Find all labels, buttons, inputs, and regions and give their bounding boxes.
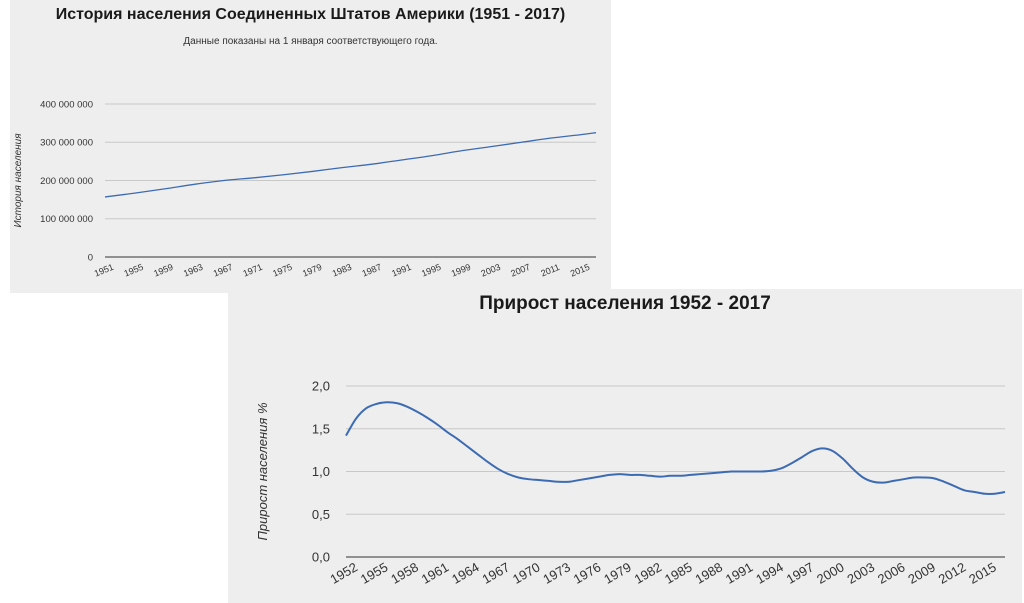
series-line [104, 132, 597, 198]
y-tick-label: 1,0 [312, 464, 330, 479]
population-history-chart: 0 100 000 000 200 000 000 300 000 000 400 00… [13, 99, 597, 279]
x-tick-label: 1979 [601, 559, 634, 586]
x-tick-label: 1964 [449, 559, 482, 586]
y-tick-label: 300 000 000 [40, 138, 93, 149]
x-tick-label: 1983 [331, 262, 353, 279]
x-tick-label: 2015 [966, 559, 999, 586]
x-tick-label: 1987 [361, 262, 383, 279]
x-tick-label: 1995 [420, 262, 442, 279]
population-growth-panel: Прирост населения 1952 - 2017 0,0 0,5 1,0 1… [228, 289, 1022, 603]
x-tick-label: 1951 [93, 262, 115, 279]
x-tick-label: 1959 [152, 262, 174, 279]
x-tick-label: 2011 [539, 262, 561, 279]
x-tick-label: 1991 [390, 262, 412, 279]
x-tick-label: 1979 [301, 262, 323, 279]
population-history-panel: История населения Соединенных Штатов Аме… [10, 0, 611, 293]
x-tick-label: 1955 [122, 262, 144, 279]
x-tick-label: 2007 [509, 262, 531, 279]
chart-title: Прирост населения 1952 - 2017 [479, 293, 771, 314]
x-tick-label: 2000 [814, 559, 847, 586]
x-tick-label: 2006 [875, 559, 908, 586]
x-tick-label: 1982 [632, 559, 665, 586]
x-tick-label: 1952 [327, 559, 360, 586]
y-tick-label: 0,0 [312, 550, 330, 565]
x-tick-label: 2015 [569, 262, 591, 279]
y-tick-label: 100 000 000 [40, 214, 93, 225]
x-tick-label: 2009 [905, 559, 938, 586]
x-tick-label: 1970 [510, 559, 543, 586]
y-tick-label: 1,5 [312, 421, 330, 436]
x-tick-label: 1997 [784, 559, 817, 586]
x-tick-label: 1961 [419, 559, 452, 586]
x-tick-label: 1999 [450, 262, 472, 279]
x-tick-label: 1958 [388, 559, 421, 586]
y-tick-label: 0,5 [312, 507, 330, 522]
x-tick-label: 1994 [753, 559, 786, 586]
x-tick-label: 1985 [662, 559, 695, 586]
y-tick-label: 400 000 000 [40, 99, 93, 110]
x-tick-label: 1955 [358, 559, 391, 586]
chart-subtitle: Данные показаны на 1 января соответствую… [183, 36, 438, 47]
y-tick-label: 0 [88, 252, 93, 263]
x-tick-label: 1975 [271, 262, 293, 279]
x-tick-label: 2012 [936, 559, 969, 586]
series-line [345, 401, 1006, 495]
y-tick-label: 2,0 [312, 379, 330, 394]
x-tick-label: 2003 [480, 262, 502, 279]
x-tick-label: 1967 [480, 559, 513, 586]
x-tick-label: 1971 [242, 262, 264, 279]
x-tick-label: 1963 [182, 262, 204, 279]
chart-title: История населения Соединенных Штатов Аме… [55, 6, 566, 23]
x-tick-label: 1976 [571, 559, 604, 586]
x-tick-label: 2003 [845, 559, 878, 586]
population-growth-chart: 0,00,51,01,52,01952195519581961196419671… [255, 379, 1006, 587]
x-tick-label: 1991 [723, 559, 756, 586]
y-axis-label: Прирост населения % [255, 402, 270, 540]
x-tick-label: 1988 [692, 559, 725, 586]
y-axis-label: История населения [13, 133, 24, 228]
y-tick-label: 200 000 000 [40, 176, 93, 187]
x-tick-label: 1973 [540, 559, 573, 586]
x-tick-label: 1967 [212, 262, 234, 279]
